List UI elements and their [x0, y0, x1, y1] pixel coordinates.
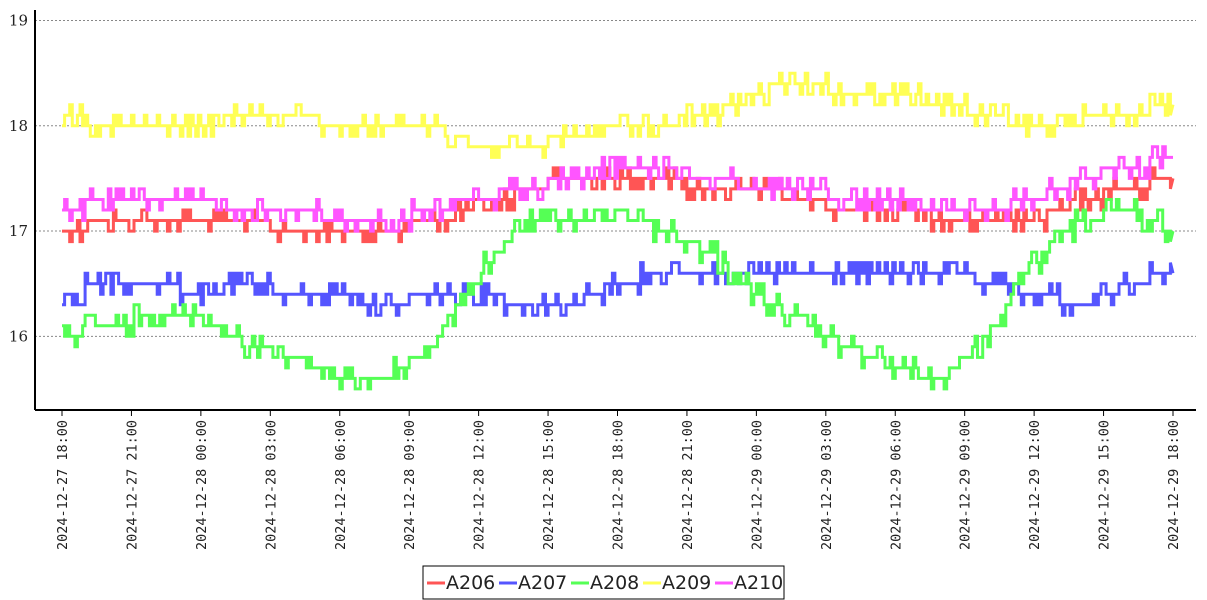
- x-tick-label: 2024-12-29 12:00: [1027, 420, 1043, 550]
- x-tick-label: 2024-12-29 00:00: [749, 420, 765, 550]
- x-axis-ticks: 2024-12-27 18:00 2024-12-27 21:00 2024-12-…: [55, 410, 1182, 550]
- x-tick-label: 2024-12-29 09:00: [958, 420, 974, 550]
- series-line-A209: [62, 71, 1175, 159]
- x-tick-label: 2024-12-28 00:00: [194, 420, 210, 550]
- y-tick-label: 17: [9, 222, 28, 240]
- series-line-A210: [62, 145, 1173, 233]
- x-tick-label: 2024-12-28 18:00: [611, 420, 627, 550]
- x-tick-label: 2024-12-29 03:00: [819, 420, 835, 550]
- legend-label-A210: A210: [734, 572, 783, 594]
- x-tick-label: 2024-12-27 21:00: [124, 420, 140, 550]
- y-tick-label: 18: [9, 117, 28, 135]
- legend-label-A206: A206: [446, 572, 495, 594]
- x-tick-label: 2024-12-28 06:00: [333, 420, 349, 550]
- axes: [34, 10, 1196, 411]
- legend-label-A208: A208: [590, 572, 639, 594]
- series-line-A207: [62, 261, 1175, 317]
- y-tick-label: 16: [9, 327, 28, 345]
- y-axis-ticks: 16 17 18 19: [9, 12, 28, 346]
- legend-label-A209: A209: [662, 572, 711, 594]
- legend-label-A207: A207: [518, 572, 567, 594]
- y-tick-label: 19: [9, 12, 28, 30]
- x-tick-label: 2024-12-29 18:00: [1166, 420, 1182, 550]
- x-tick-label: 2024-12-29 15:00: [1097, 420, 1113, 550]
- x-tick-label: 2024-12-28 21:00: [680, 420, 696, 550]
- x-tick-label: 2024-12-29 06:00: [888, 420, 904, 550]
- x-tick-label: 2024-12-28 12:00: [472, 420, 488, 550]
- x-tick-label: 2024-12-27 18:00: [55, 420, 71, 550]
- series-lines: [62, 71, 1175, 391]
- x-tick-label: 2024-12-28 09:00: [402, 420, 418, 550]
- legend: A206 A207 A208 A209 A210: [422, 565, 785, 600]
- series-line-A206: [62, 166, 1175, 244]
- x-tick-label: 2024-12-28 15:00: [541, 420, 557, 550]
- x-tick-label: 2024-12-28 03:00: [263, 420, 279, 550]
- series-line-A208: [62, 198, 1175, 391]
